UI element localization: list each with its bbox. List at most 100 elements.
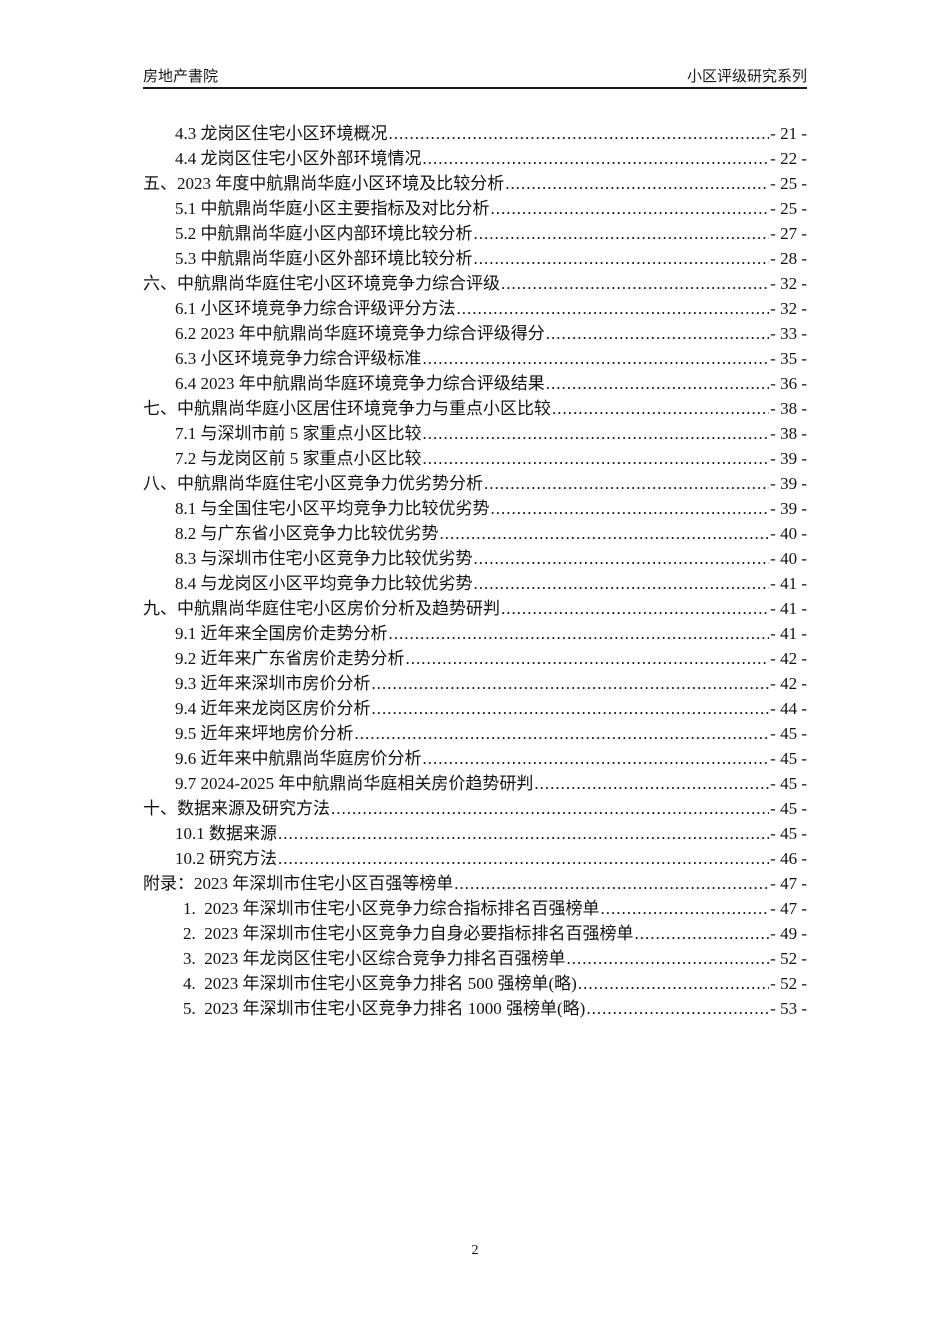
- toc-dot-leader: [372, 696, 770, 721]
- toc-entry-label: 附录：2023 年深圳市住宅小区百强等榜单: [143, 874, 454, 893]
- toc-entry: 7.1 与深圳市前 5 家重点小区比较 - 38 -: [143, 421, 807, 446]
- toc-entry: 4. 2023 年深圳市住宅小区竞争力排名 500 强榜单(略) - 52 -: [143, 971, 807, 996]
- toc-entry-page: - 36 -: [770, 374, 807, 393]
- toc-entry: 6.4 2023 年中航鼎尚华庭环境竞争力综合评级结果 - 36 -: [143, 371, 807, 396]
- toc-entry: 5.1 中航鼎尚华庭小区主要指标及对比分析 - 25 -: [143, 196, 807, 221]
- toc-entry: 8.4 与龙岗区小区平均竞争力比较优劣势 - 41 -: [143, 571, 807, 596]
- toc-entry-label: 4.4 龙岗区住宅小区外部环境情况: [175, 149, 422, 168]
- toc-entry-page: - 28 -: [770, 249, 807, 268]
- toc-entry-page: - 32 -: [770, 299, 807, 318]
- toc-list: 4.3 龙岗区住宅小区环境概况 - 21 - 4.4 龙岗区住宅小区外部环境情况…: [143, 121, 807, 1021]
- toc-entry: 9.5 近年来坪地房价分析 - 45 -: [143, 721, 807, 746]
- toc-entry-label: 3. 2023 年龙岗区住宅小区综合竞争力排名百强榜单: [183, 949, 566, 968]
- toc-entry-page: - 25 -: [770, 199, 807, 218]
- toc-entry: 5. 2023 年深圳市住宅小区竞争力排名 1000 强榜单(略) - 53 -: [143, 996, 807, 1021]
- toc-dot-leader: [278, 846, 769, 871]
- toc-dot-leader: [278, 821, 769, 846]
- toc-entry: 八、中航鼎尚华庭住宅小区竞争力优劣势分析 - 39 -: [143, 471, 807, 496]
- toc-entry: 2. 2023 年深圳市住宅小区竞争力自身必要指标排名百强榜单 - 49 -: [143, 921, 807, 946]
- toc-entry-page: - 45 -: [770, 724, 807, 743]
- toc-entry-label: 10.2 研究方法: [175, 849, 277, 868]
- toc-entry: 4.3 龙岗区住宅小区环境概况 - 21 -: [143, 121, 807, 146]
- toc-entry-page: - 39 -: [770, 449, 807, 468]
- toc-entry-label: 5.3 中航鼎尚华庭小区外部环境比较分析: [175, 249, 473, 268]
- toc-entry-page: - 45 -: [770, 799, 807, 818]
- toc-dot-leader: [505, 171, 769, 196]
- toc-dot-leader: [474, 571, 770, 596]
- toc-dot-leader: [567, 946, 770, 971]
- toc-dot-leader: [491, 196, 770, 221]
- toc-dot-leader: [601, 896, 770, 921]
- toc-entry-label: 9.7 2024-2025 年中航鼎尚华庭相关房价趋势研判: [175, 774, 534, 793]
- toc-entry: 6.1 小区环境竞争力综合评级评分方法 - 32 -: [143, 296, 807, 321]
- toc-dot-leader: [491, 496, 770, 521]
- toc-dot-leader: [355, 721, 770, 746]
- toc-entry-page: - 35 -: [770, 349, 807, 368]
- toc-entry: 1. 2023 年深圳市住宅小区竞争力综合指标排名百强榜单 - 47 -: [143, 896, 807, 921]
- toc-entry-label: 8.1 与全国住宅小区平均竞争力比较优劣势: [175, 499, 490, 518]
- toc-dot-leader: [423, 446, 770, 471]
- toc-entry-label: 八、中航鼎尚华庭住宅小区竞争力优劣势分析: [143, 474, 483, 493]
- toc-entry: 七、中航鼎尚华庭小区居住环境竞争力与重点小区比较 - 38 -: [143, 396, 807, 421]
- toc-dot-leader: [474, 246, 770, 271]
- toc-entry-page: - 53 -: [770, 999, 807, 1018]
- toc-entry-page: - 42 -: [770, 674, 807, 693]
- toc-entry: 9.6 近年来中航鼎尚华庭房价分析 - 45 -: [143, 746, 807, 771]
- toc-dot-leader: [440, 521, 770, 546]
- toc-entry-page: - 40 -: [770, 549, 807, 568]
- toc-entry-page: - 49 -: [770, 924, 807, 943]
- toc-entry: 九、中航鼎尚华庭住宅小区房价分析及趋势研判 - 41 -: [143, 596, 807, 621]
- toc-entry-label: 七、中航鼎尚华庭小区居住环境竞争力与重点小区比较: [143, 399, 551, 418]
- toc-entry-page: - 21 -: [770, 124, 807, 143]
- toc-entry: 8.3 与深圳市住宅小区竞争力比较优劣势 - 40 -: [143, 546, 807, 571]
- toc-entry-page: - 38 -: [770, 399, 807, 418]
- toc-entry-label: 6.4 2023 年中航鼎尚华庭环境竞争力综合评级结果: [175, 374, 545, 393]
- toc-entry-label: 5.2 中航鼎尚华庭小区内部环境比较分析: [175, 224, 473, 243]
- toc-entry-label: 9.5 近年来坪地房价分析: [175, 724, 354, 743]
- toc-entry-label: 9.2 近年来广东省房价走势分析: [175, 649, 405, 668]
- toc-entry-label: 4.3 龙岗区住宅小区环境概况: [175, 124, 388, 143]
- toc-dot-leader: [331, 796, 769, 821]
- toc-entry-label: 8.3 与深圳市住宅小区竞争力比较优劣势: [175, 549, 473, 568]
- toc-dot-leader: [423, 146, 770, 171]
- toc-entry-label: 2. 2023 年深圳市住宅小区竞争力自身必要指标排名百强榜单: [183, 924, 634, 943]
- toc-entry: 六、中航鼎尚华庭住宅小区环境竞争力综合评级 - 32 -: [143, 271, 807, 296]
- toc-entry-label: 9.4 近年来龙岗区房价分析: [175, 699, 371, 718]
- page-header: 房地产書院 小区评级研究系列: [143, 65, 807, 86]
- toc-dot-leader: [534, 771, 769, 796]
- toc-dot-leader: [423, 746, 770, 771]
- toc-entry-label: 9.6 近年来中航鼎尚华庭房价分析: [175, 749, 422, 768]
- toc-dot-leader: [586, 996, 769, 1021]
- toc-dot-leader: [457, 296, 770, 321]
- toc-entry-label: 六、中航鼎尚华庭住宅小区环境竞争力综合评级: [143, 274, 500, 293]
- toc-entry-label: 8.2 与广东省小区竞争力比较优劣势: [175, 524, 439, 543]
- toc-entry-label: 1. 2023 年深圳市住宅小区竞争力综合指标排名百强榜单: [183, 899, 600, 918]
- toc-dot-leader: [423, 346, 770, 371]
- toc-entry: 9.1 近年来全国房价走势分析 - 41 -: [143, 621, 807, 646]
- toc-entry: 10.1 数据来源 - 45 -: [143, 821, 807, 846]
- toc-entry-label: 9.3 近年来深圳市房价分析: [175, 674, 371, 693]
- toc-entry-label: 6.1 小区环境竞争力综合评级评分方法: [175, 299, 456, 318]
- toc-dot-leader: [501, 271, 769, 296]
- toc-dot-leader: [501, 596, 769, 621]
- toc-entry: 十、数据来源及研究方法 - 45 -: [143, 796, 807, 821]
- toc-entry-page: - 40 -: [770, 524, 807, 543]
- toc-entry: 五、2023 年度中航鼎尚华庭小区环境及比较分析 - 25 -: [143, 171, 807, 196]
- toc-entry: 6.2 2023 年中航鼎尚华庭环境竞争力综合评级得分 - 33 -: [143, 321, 807, 346]
- toc-entry: 附录：2023 年深圳市住宅小区百强等榜单 - 47 -: [143, 871, 807, 896]
- toc-entry-label: 7.1 与深圳市前 5 家重点小区比较: [175, 424, 422, 443]
- toc-entry: 8.1 与全国住宅小区平均竞争力比较优劣势 - 39 -: [143, 496, 807, 521]
- header-rule: [143, 87, 807, 89]
- toc-entry-page: - 44 -: [770, 699, 807, 718]
- toc-dot-leader: [474, 546, 770, 571]
- toc-entry-page: - 45 -: [770, 774, 807, 793]
- toc-entry: 5.3 中航鼎尚华庭小区外部环境比较分析 - 28 -: [143, 246, 807, 271]
- toc-entry-label: 5.1 中航鼎尚华庭小区主要指标及对比分析: [175, 199, 490, 218]
- toc-entry-page: - 39 -: [770, 499, 807, 518]
- toc-entry-label: 7.2 与龙岗区前 5 家重点小区比较: [175, 449, 422, 468]
- toc-dot-leader: [546, 371, 769, 396]
- toc-entry-page: - 46 -: [770, 849, 807, 868]
- toc-entry-page: - 52 -: [770, 949, 807, 968]
- toc-entry: 9.3 近年来深圳市房价分析 - 42 -: [143, 671, 807, 696]
- toc-dot-leader: [389, 121, 770, 146]
